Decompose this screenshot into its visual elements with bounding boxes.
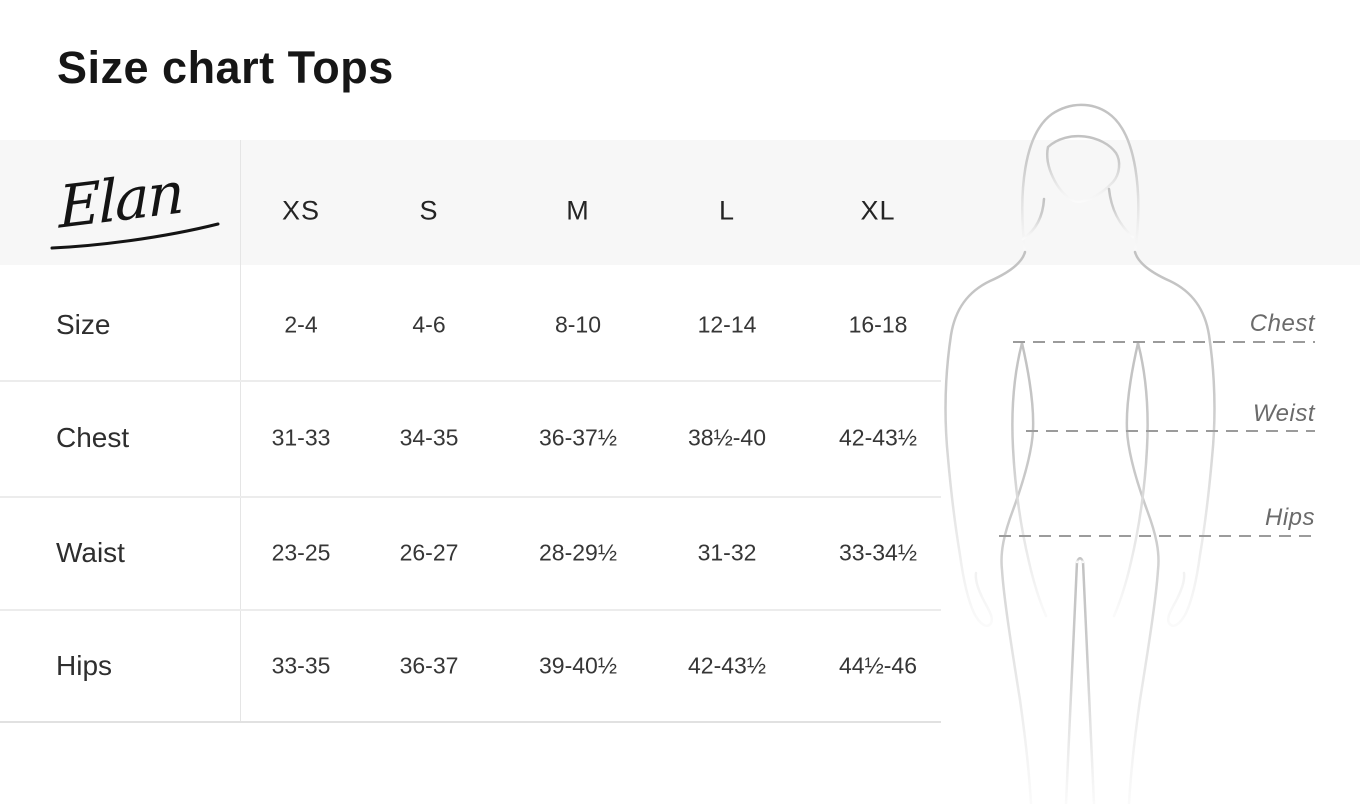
table-cell: 28-29½ bbox=[538, 539, 618, 566]
table-cell: 26-27 bbox=[399, 539, 459, 566]
figure-neck-right bbox=[1107, 187, 1135, 239]
annotation-label-hips: Hips bbox=[1264, 504, 1315, 531]
row-label-hips: Hips bbox=[56, 650, 113, 681]
table-cell: 31-33 bbox=[271, 424, 331, 451]
figure-left-inner-arm bbox=[1011, 341, 1048, 618]
table-cell: 12-14 bbox=[697, 311, 757, 338]
column-header-xs: XS bbox=[281, 195, 321, 226]
table-cell: 33-34½ bbox=[838, 539, 918, 566]
row-divider-3 bbox=[0, 609, 941, 611]
table-cell: 39-40½ bbox=[538, 652, 618, 679]
table-cell: 44½-46 bbox=[838, 652, 918, 679]
chest-measure-dashed-line bbox=[1013, 341, 1315, 343]
brand-logo-script: Elan bbox=[50, 158, 220, 250]
figure-inner-leg-right bbox=[1081, 560, 1096, 804]
row-divider-1 bbox=[0, 380, 941, 382]
table-cell: 38½-40 bbox=[687, 424, 767, 451]
table-cell: 33-35 bbox=[271, 652, 331, 679]
column-header-l: L bbox=[718, 195, 736, 226]
annotation-label-weist: Weist bbox=[1252, 400, 1315, 427]
table-cell: 42-43½ bbox=[838, 424, 918, 451]
table-cell: 36-37 bbox=[399, 652, 459, 679]
figure-right-torso-outline bbox=[1125, 341, 1160, 804]
figure-left-torso-outline bbox=[1000, 341, 1035, 804]
column-header-xl: XL bbox=[860, 195, 896, 226]
row-label-chest: Chest bbox=[56, 422, 130, 453]
figure-neck-left bbox=[1021, 197, 1046, 241]
table-cell: 42-43½ bbox=[687, 652, 767, 679]
table-cell: 34-35 bbox=[399, 424, 459, 451]
table-cell: 2-4 bbox=[284, 311, 318, 338]
row-label-waist: Waist bbox=[56, 537, 125, 568]
row-divider-4 bbox=[0, 721, 941, 723]
table-cell: 23-25 bbox=[271, 539, 331, 566]
figure-inner-leg-left bbox=[1064, 560, 1079, 804]
figure-crotch-line bbox=[1075, 557, 1085, 564]
figure-right-inner-arm bbox=[1112, 341, 1149, 618]
figure-left-arm-outline bbox=[944, 250, 1027, 628]
row-divider-2 bbox=[0, 496, 941, 498]
brand-logo-underline bbox=[50, 222, 220, 250]
row-label-size: Size bbox=[56, 309, 111, 340]
figure-face-outline bbox=[1046, 134, 1121, 203]
table-cell: 4-6 bbox=[412, 311, 446, 338]
hips-measure-dashed-line bbox=[999, 535, 1315, 537]
female-body-figure-illustration bbox=[944, 103, 1216, 804]
column-header-s: S bbox=[419, 195, 439, 226]
figure-right-arm-outline bbox=[1133, 250, 1216, 628]
table-cell: 36-37½ bbox=[538, 424, 618, 451]
brand-logo-text: Elan bbox=[57, 158, 183, 242]
table-cell: 31-32 bbox=[697, 539, 757, 566]
page-title: Size chart Tops bbox=[57, 42, 394, 93]
table-cell: 8-10 bbox=[554, 311, 602, 338]
figure-hair-outline bbox=[1021, 103, 1140, 254]
waist-measure-dashed-line bbox=[1026, 430, 1315, 432]
table-cell: 16-18 bbox=[848, 311, 908, 338]
column-header-m: M bbox=[566, 195, 590, 226]
table-vertical-divider bbox=[240, 140, 241, 722]
annotation-label-chest: Chest bbox=[1249, 310, 1315, 337]
brand-logo: Elan bbox=[42, 152, 232, 262]
